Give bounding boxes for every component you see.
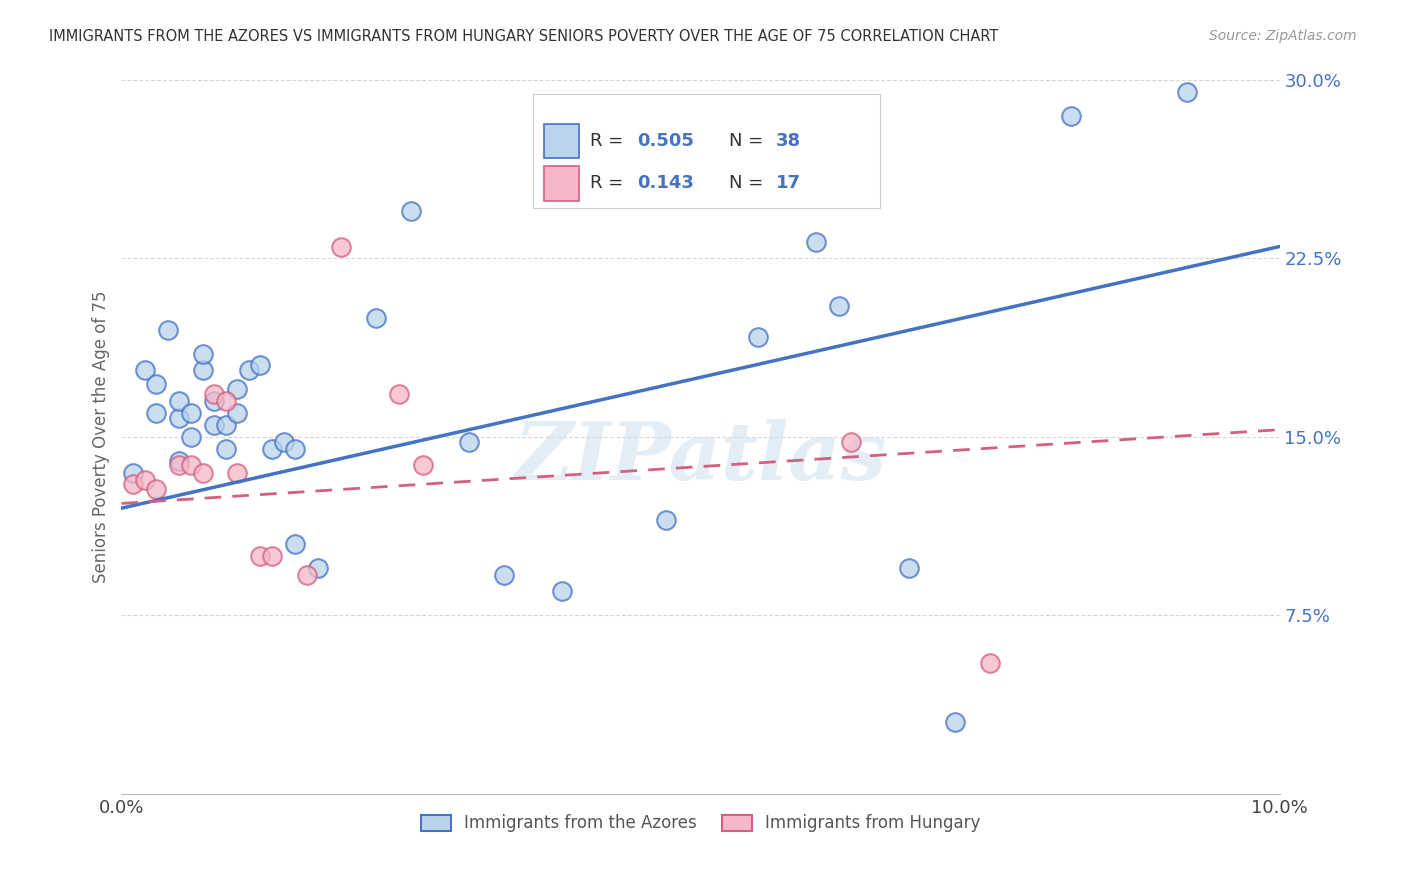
Point	[202, 387, 225, 401]
Point	[399, 203, 422, 218]
FancyBboxPatch shape	[533, 95, 880, 209]
Point	[169, 394, 191, 409]
Point	[134, 363, 156, 377]
Text: Source: ZipAtlas.com: Source: ZipAtlas.com	[1209, 29, 1357, 43]
Point	[202, 417, 225, 432]
Legend: Immigrants from the Azores, Immigrants from Hungary: Immigrants from the Azores, Immigrants f…	[413, 807, 987, 838]
Point	[215, 394, 238, 409]
Point	[1175, 85, 1198, 99]
Point	[295, 567, 318, 582]
Point	[806, 235, 828, 249]
Point	[169, 410, 191, 425]
Point	[260, 549, 283, 563]
Point	[284, 537, 307, 551]
Bar	[544, 166, 579, 201]
Y-axis label: Seniors Poverty Over the Age of 75: Seniors Poverty Over the Age of 75	[93, 291, 110, 583]
Point	[191, 466, 214, 480]
Point	[747, 330, 769, 344]
Point	[1060, 109, 1083, 123]
Point	[284, 442, 307, 456]
Point	[191, 346, 214, 360]
Point	[226, 406, 249, 420]
Text: 0.505: 0.505	[637, 132, 693, 150]
Point	[122, 477, 145, 491]
Point	[260, 442, 283, 456]
Point	[122, 466, 145, 480]
Point	[897, 560, 920, 574]
Point	[180, 406, 202, 420]
Point	[249, 359, 271, 373]
Point	[388, 387, 411, 401]
Point	[226, 466, 249, 480]
Point	[180, 430, 202, 444]
Text: IMMIGRANTS FROM THE AZORES VS IMMIGRANTS FROM HUNGARY SENIORS POVERTY OVER THE A: IMMIGRANTS FROM THE AZORES VS IMMIGRANTS…	[49, 29, 998, 44]
Text: N =: N =	[730, 132, 769, 150]
Point	[550, 584, 572, 599]
Text: 17: 17	[776, 175, 801, 193]
Point	[366, 310, 388, 325]
Text: N =: N =	[730, 175, 769, 193]
Point	[156, 323, 179, 337]
Text: ZIPatlas: ZIPatlas	[515, 419, 887, 497]
Point	[307, 560, 329, 574]
Point	[134, 473, 156, 487]
Point	[169, 453, 191, 467]
Point	[238, 363, 260, 377]
Point	[145, 482, 167, 496]
Point	[828, 299, 851, 313]
Point	[202, 394, 225, 409]
Point	[215, 417, 238, 432]
Point	[943, 715, 966, 730]
Point	[330, 239, 353, 253]
Text: R =: R =	[591, 175, 630, 193]
Point	[655, 513, 678, 527]
Point	[191, 363, 214, 377]
Point	[145, 406, 167, 420]
Text: 0.143: 0.143	[637, 175, 693, 193]
Point	[979, 656, 1001, 670]
Point	[145, 377, 167, 392]
Point	[492, 567, 515, 582]
Text: 38: 38	[776, 132, 801, 150]
Point	[249, 549, 271, 563]
Point	[226, 382, 249, 396]
Point	[273, 434, 295, 449]
Point	[839, 434, 862, 449]
Point	[180, 458, 202, 473]
Point	[457, 434, 479, 449]
Bar	[544, 123, 579, 158]
Point	[412, 458, 434, 473]
Point	[169, 458, 191, 473]
Point	[215, 442, 238, 456]
Text: R =: R =	[591, 132, 630, 150]
